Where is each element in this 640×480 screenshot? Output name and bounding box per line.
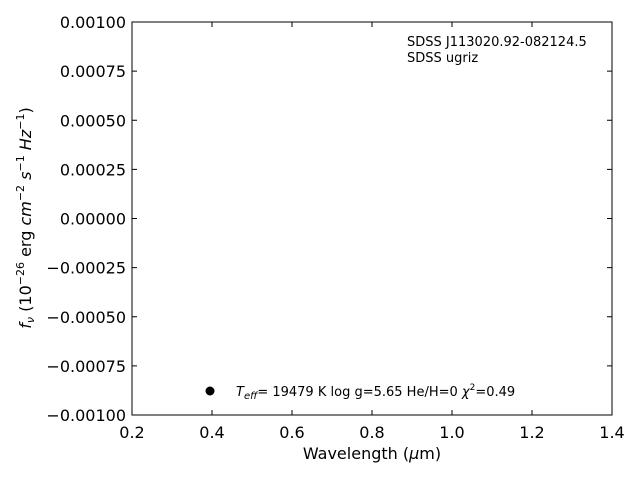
- x-tick-label: 0.8: [359, 423, 384, 442]
- x-tick-label: 0.2: [119, 423, 144, 442]
- x-tick-label: 0.6: [279, 423, 304, 442]
- y-tick-label: −0.00075: [46, 357, 126, 376]
- y-tick-label: 0.00000: [60, 210, 126, 229]
- x-axis-ticks: 0.2 0.4 0.6 0.8 1.0 1.2 1.4: [119, 22, 625, 442]
- plot-area: [131, 21, 613, 416]
- legend-marker: [205, 386, 215, 396]
- photometry-label: SDSS ugriz: [407, 51, 478, 66]
- x-tick-label: 1.2: [519, 423, 544, 442]
- y-tick-label: 0.00025: [60, 160, 126, 179]
- y-axis-ticks: 0.00100 0.00075 0.00050 0.00025 0.00000 −0.00…: [46, 13, 612, 425]
- y-axis-label: fν (10−26 erg cm−2 s−1 Hz−1): [14, 107, 37, 328]
- y-tick-label: −0.00050: [46, 308, 126, 327]
- y-tick-label: 0.00050: [60, 111, 126, 130]
- object-name: SDSS J113020.92-082124.5: [407, 35, 587, 50]
- x-tick-label: 1.0: [439, 423, 464, 442]
- y-tick-label: 0.00100: [60, 13, 126, 32]
- x-axis-label: Wavelength (μm): [303, 444, 441, 463]
- y-tick-label: 0.00075: [60, 62, 126, 81]
- x-tick-label: 1.4: [599, 423, 624, 442]
- y-tick-label: −0.00100: [46, 406, 126, 425]
- y-tick-label: −0.00025: [46, 259, 126, 278]
- fit-parameters: Teff= 19479 K log g=5.65 He/H=0 χ2=0.49: [236, 383, 515, 402]
- x-tick-label: 0.4: [199, 423, 224, 442]
